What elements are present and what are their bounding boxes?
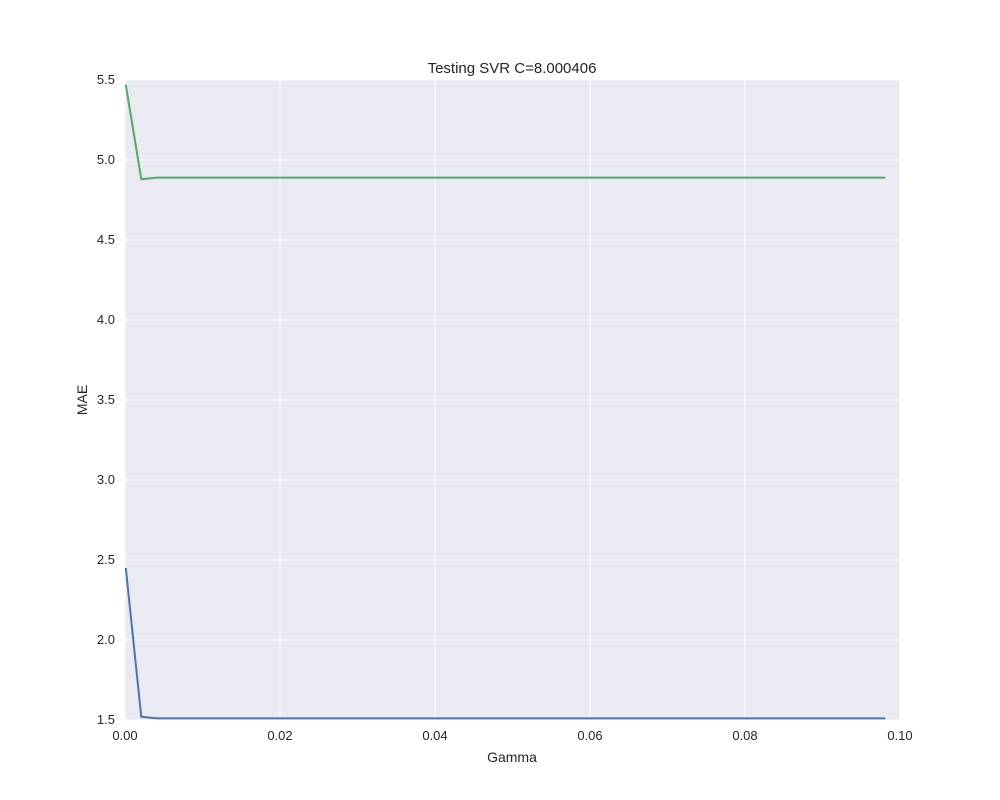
x-axis-label: Gamma [487, 749, 537, 765]
series-line-2 [124, 84, 886, 181]
y-tick-label: 4.0 [97, 312, 115, 327]
x-tick-labels: 0.00 0.02 0.04 0.06 0.08 0.10 [112, 728, 912, 743]
y-tick-label: 1.5 [97, 712, 115, 727]
x-tick-label: 0.08 [732, 728, 757, 743]
y-tick-label: 2.5 [97, 552, 115, 567]
x-tick-label: 0.04 [422, 728, 447, 743]
x-tick-label: 0.10 [887, 728, 912, 743]
x-tick-label: 0.06 [577, 728, 602, 743]
y-tick-label: 5.0 [97, 152, 115, 167]
y-tick-label: 5.5 [97, 72, 115, 87]
x-tick-label: 0.02 [267, 728, 292, 743]
grid-lines [124, 79, 901, 721]
y-axis-label: MAE [74, 385, 90, 415]
x-tick-label: 0.00 [112, 728, 137, 743]
series-lines [124, 84, 886, 720]
chart-title: Testing SVR C=8.000406 [428, 60, 597, 77]
series-line-1 [124, 567, 886, 720]
y-tick-labels: 1.5 2.0 2.5 3.0 3.5 4.0 4.5 5.0 5.5 [97, 72, 115, 727]
y-tick-label: 3.5 [97, 392, 115, 407]
y-tick-label: 4.5 [97, 232, 115, 247]
y-tick-label: 2.0 [97, 632, 115, 647]
y-tick-label: 3.0 [97, 472, 115, 487]
